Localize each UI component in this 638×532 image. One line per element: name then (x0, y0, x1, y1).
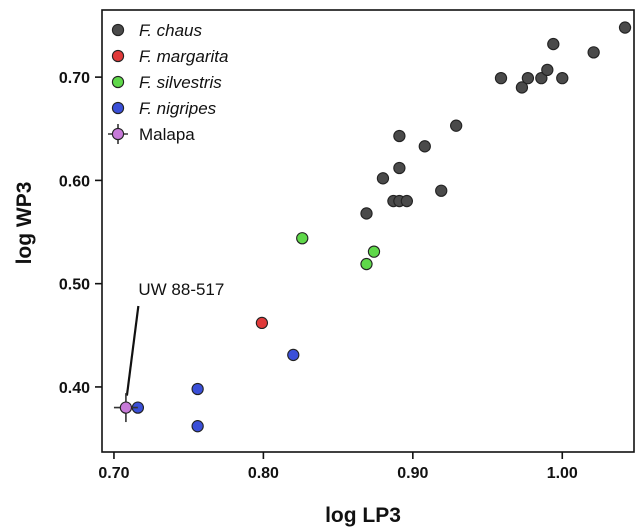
legend-marker-f-nigripes (111, 101, 125, 115)
legend: F. chaus F. margarita F. silvestris F. nigr… (108, 21, 228, 144)
data-point-f-chaus (618, 21, 632, 34)
legend-label-f-chaus: F. chaus (139, 21, 203, 40)
annotation-leader-line (125, 305, 140, 396)
data-point-f-chaus (587, 46, 600, 59)
y-tick-label: 0.70 (59, 70, 90, 87)
data-point-f-chaus (521, 72, 535, 85)
legend-label-f-margarita: F. margarita (139, 47, 228, 66)
data-point-f-chaus (400, 194, 414, 208)
legend-marker-f-margarita (111, 49, 125, 63)
data-point-f-chaus (360, 207, 373, 220)
legend-marker-malapa (111, 127, 125, 141)
y-axis-label: log WP3 (13, 182, 36, 265)
data-point-f-chaus (393, 129, 406, 143)
legend-marker-f-silvestris (111, 75, 125, 89)
data-point-f-silvestris (360, 257, 373, 271)
x-tick-label: 1.00 (547, 465, 578, 482)
y-tick-label: 0.60 (59, 173, 90, 190)
data-point-f-silvestris (367, 245, 381, 258)
x-axis-label: log LP3 (325, 504, 401, 527)
plot-frame (101, 9, 635, 453)
data-point-f-nigripes (191, 382, 204, 396)
x-tick-label: 0.70 (98, 465, 129, 482)
legend-marker-f-chaus (111, 23, 125, 37)
data-point-f-chaus (418, 140, 431, 153)
x-tick-label: 0.80 (248, 465, 279, 482)
data-point-f-chaus (535, 72, 548, 85)
axis-ticks: 0.70 0.80 0.90 1.00 0.40 0.50 0.60 0.70 (59, 70, 578, 482)
annotation-label: UW 88-517 (138, 280, 224, 299)
data-point-f-nigripes (287, 348, 300, 362)
axes (101, 9, 635, 453)
y-tick-label: 0.50 (59, 277, 90, 294)
data-point-f-chaus (541, 63, 554, 77)
data-point-f-chaus (547, 37, 560, 51)
data-points (113, 21, 632, 433)
data-point-f-nigripes (191, 420, 204, 433)
legend-label-f-nigripes: F. nigripes (139, 99, 217, 118)
data-point-f-chaus (393, 161, 406, 175)
data-point-f-chaus (556, 72, 569, 85)
y-tick-label: 0.40 (59, 380, 90, 397)
data-point-f-chaus (435, 184, 448, 197)
legend-label-malapa: Malapa (139, 125, 195, 144)
data-point-f-chaus (494, 72, 508, 85)
data-point-f-chaus (450, 119, 463, 132)
data-point-f-chaus (515, 81, 529, 94)
data-point-malapa (119, 401, 133, 414)
annotation-layer: UW 88-517 (125, 280, 224, 396)
data-point-f-silvestris (296, 232, 309, 245)
data-point-f-margarita (255, 316, 269, 330)
data-point-f-chaus (376, 172, 390, 185)
x-tick-label: 0.90 (397, 465, 428, 482)
legend-label-f-silvestris: F. silvestris (139, 73, 222, 92)
